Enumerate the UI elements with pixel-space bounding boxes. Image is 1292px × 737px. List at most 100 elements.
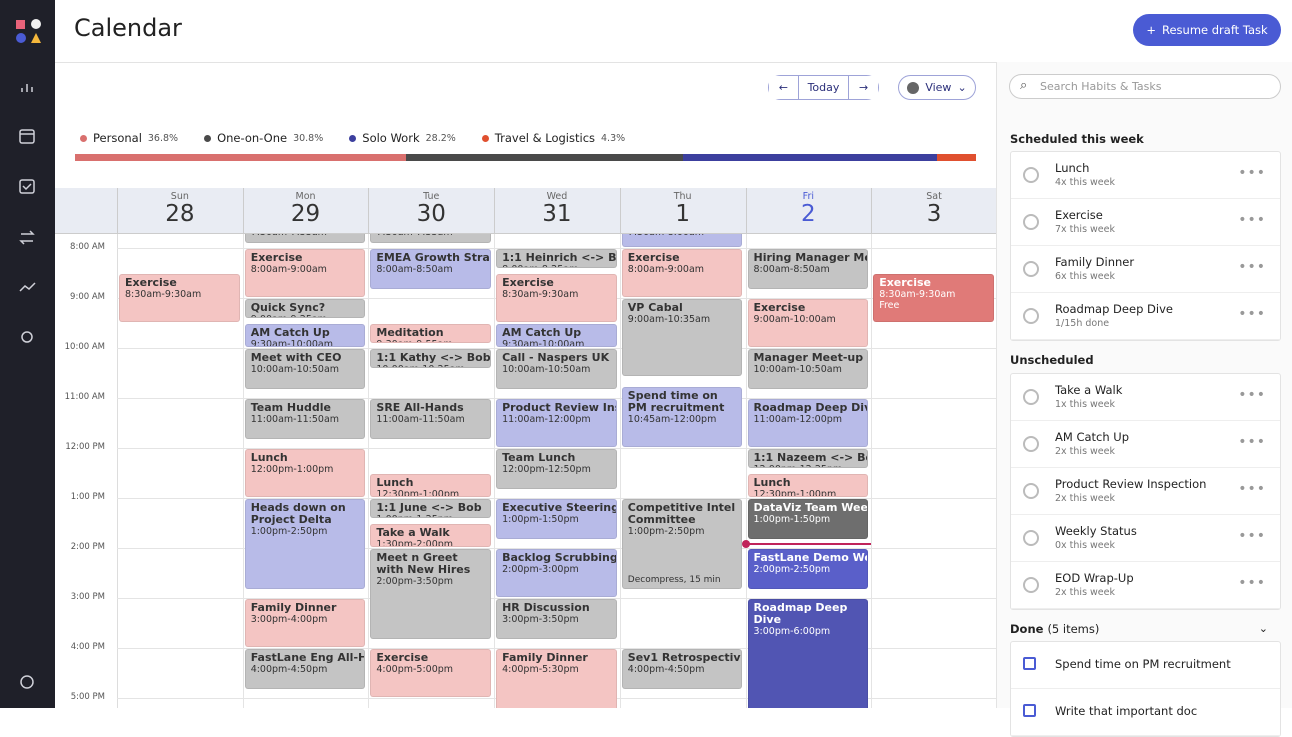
event[interactable]: Team Huddle 11:00am-11:50am bbox=[244, 399, 366, 439]
event[interactable]: VP Cabal 9:00am-10:35am bbox=[621, 299, 743, 377]
more-button[interactable]: ••• bbox=[1238, 575, 1266, 591]
event[interactable]: Sev1 Retrospective 4:00pm-4:50pm bbox=[621, 649, 743, 689]
more-button[interactable]: ••• bbox=[1238, 528, 1266, 544]
event[interactable]: Lunch 12:30pm-1:00pm bbox=[747, 474, 869, 497]
event[interactable]: Product Review Inspection11:00am-12:00pm bbox=[496, 399, 617, 447]
col-border bbox=[242, 188, 244, 234]
event-title: EMEA Growth Strategy bbox=[376, 251, 490, 264]
event[interactable]: Hiring Manager Meeting8:00am-8:50am bbox=[747, 249, 869, 289]
divider bbox=[55, 62, 996, 63]
event[interactable]: Exercise 8:30am-9:30am bbox=[119, 274, 240, 322]
task-item[interactable]: Spend time on PM recruitment bbox=[1011, 642, 1280, 689]
event[interactable]: FastLane Demo Weekly2:00pm-2:50pm bbox=[747, 549, 869, 589]
event[interactable]: 7:30am-7:55am bbox=[370, 234, 492, 243]
event[interactable]: EMEA Growth Strategy8:00am-8:50am bbox=[370, 249, 492, 289]
event[interactable]: 1:1 Nazeem <-> Bob12:00pm-12:25pm bbox=[747, 449, 869, 468]
event[interactable]: Exercise 8:00am-9:00am bbox=[244, 249, 366, 297]
col-border bbox=[242, 234, 244, 708]
more-button[interactable]: ••• bbox=[1238, 259, 1266, 275]
task-item[interactable]: Write that important doc bbox=[1011, 689, 1280, 736]
event-title: Family Dinner bbox=[250, 601, 337, 614]
more-button[interactable]: ••• bbox=[1238, 306, 1266, 322]
task-item[interactable]: Family Dinner 6x this week ••• bbox=[1011, 246, 1280, 293]
task-item[interactable]: Product Review Inspection 2x this week ••• bbox=[1011, 468, 1280, 515]
event[interactable]: Executive Steering 1:00pm-1:50pm bbox=[496, 499, 617, 539]
task-item[interactable]: Weekly Status 0x this week ••• bbox=[1011, 515, 1280, 562]
event[interactable]: Manager Meet-up 10:00am-10:50am bbox=[747, 349, 869, 389]
hour-line bbox=[117, 648, 996, 649]
event-time: 12:30pm-1:00pm bbox=[753, 489, 837, 497]
now-line bbox=[745, 543, 872, 545]
event[interactable]: DataViz Team Weekly1:00pm-1:50pm bbox=[747, 499, 869, 539]
event[interactable]: FastLane Eng All-Hands4:00pm-4:50pm bbox=[244, 649, 366, 689]
event[interactable]: Lunch 12:00pm-1:00pm bbox=[244, 449, 366, 497]
event[interactable]: Meet with CEO 10:00am-10:50am bbox=[244, 349, 366, 389]
view-button[interactable]: View ⌄ bbox=[898, 75, 976, 100]
task-name: Roadmap Deep Dive bbox=[1055, 302, 1173, 316]
task-item[interactable]: Take a Walk 1x this week ••• bbox=[1011, 374, 1280, 421]
more-button[interactable]: ••• bbox=[1238, 165, 1266, 181]
event[interactable]: Backlog Scrubbing 2:00pm-3:00pm bbox=[496, 549, 617, 597]
event[interactable]: AM Catch Up 9:30am-10:00am bbox=[244, 324, 366, 347]
event[interactable]: Roadmap Deep Dive 3:00pm-6:00pm bbox=[747, 599, 869, 708]
more-button[interactable]: ••• bbox=[1238, 481, 1266, 497]
event-title: FastLane Eng All-Hands bbox=[250, 651, 365, 664]
event[interactable]: Exercise 8:30am-9:30am Free bbox=[873, 274, 994, 322]
event[interactable]: SRE All-Hands 11:00am-11:50am bbox=[370, 399, 492, 439]
task-item[interactable]: Exercise 7x this week ••• bbox=[1011, 199, 1280, 246]
event-time: 9:30am-10:00am bbox=[250, 339, 333, 347]
legend-share: 28.2% bbox=[425, 132, 456, 144]
event[interactable]: 1:1 June <-> Bob1:00pm-1:25pm bbox=[370, 499, 492, 518]
event[interactable]: 7:30am-8:00am bbox=[621, 234, 743, 247]
task-sub: 0x this week bbox=[1055, 540, 1116, 551]
event[interactable]: Spend time on PM recruitment 10:45am-12:0… bbox=[621, 386, 743, 447]
more-button[interactable]: ••• bbox=[1238, 212, 1266, 228]
event[interactable]: Quick Sync?9:00am-9:25am bbox=[244, 299, 366, 318]
task-item[interactable]: Roadmap Deep Dive 1/15h done ••• bbox=[1011, 293, 1280, 340]
resume-draft-button[interactable]: + Resume draft Task bbox=[1133, 14, 1281, 46]
event[interactable]: Exercise 4:00pm-5:00pm bbox=[370, 649, 492, 697]
event[interactable]: 1:1 Heinrich <-> Bob8:00am-8:25am bbox=[496, 249, 617, 268]
event-title: Competitive Intel Committee bbox=[627, 501, 736, 526]
event-time: 1:00pm-1:50pm bbox=[502, 514, 579, 525]
event[interactable]: Exercise 8:00am-9:00am bbox=[621, 249, 743, 297]
task-item[interactable]: AM Catch Up 2x this week ••• bbox=[1011, 421, 1280, 468]
prev-button[interactable]: ← bbox=[769, 76, 799, 99]
event[interactable]: Lunch 12:30pm-1:00pm bbox=[370, 474, 492, 497]
event[interactable]: Competitive Intel Committee 1:00pm-2:50pm… bbox=[621, 499, 743, 589]
day-name: Wed bbox=[546, 191, 568, 202]
collapse-icon[interactable]: ⌄ bbox=[1258, 622, 1268, 635]
task-item[interactable]: EOD Wrap-Up 2x this week ••• bbox=[1011, 562, 1280, 609]
event[interactable]: 7:30am-7:55am bbox=[244, 234, 366, 243]
view-label: View bbox=[925, 81, 952, 94]
event[interactable]: Roadmap Deep Dive 11:00am-12:00pm bbox=[747, 399, 869, 447]
event[interactable]: Take a Walk 1:30pm-2:00pm bbox=[370, 524, 492, 547]
event-title: Team Lunch bbox=[502, 451, 576, 464]
more-button[interactable]: ••• bbox=[1238, 434, 1266, 450]
event[interactable]: Family Dinner 4:00pm-5:30pm bbox=[496, 649, 617, 708]
next-button[interactable]: → bbox=[848, 76, 878, 99]
legend-dot bbox=[80, 134, 87, 142]
event-title: DataViz Team Weekly bbox=[753, 501, 868, 514]
event[interactable]: Family Dinner 3:00pm-4:00pm bbox=[244, 599, 366, 647]
event[interactable]: 1:1 Kathy <-> Bob10:00am-10:25am bbox=[370, 349, 492, 368]
today-button[interactable]: Today bbox=[798, 76, 849, 99]
event[interactable]: Exercise 9:00am-10:00am bbox=[747, 299, 869, 347]
search-box[interactable]: ⌕ Search Habits & Tasks bbox=[1009, 74, 1281, 99]
event[interactable]: Call - Naspers UK 10:00am-10:50am bbox=[496, 349, 617, 389]
event[interactable]: AM Catch Up 9:30am-10:00am bbox=[496, 324, 617, 347]
event[interactable]: Exercise 8:30am-9:30am bbox=[496, 274, 617, 322]
more-button[interactable]: ••• bbox=[1238, 387, 1266, 403]
event[interactable]: Meet n Greet with New Hires 2:00pm-3:50pm bbox=[370, 549, 492, 639]
col-border bbox=[745, 234, 747, 708]
event-title: FastLane Demo Weekly bbox=[753, 551, 868, 564]
share-bar bbox=[937, 154, 976, 161]
event[interactable]: Team Lunch 12:00pm-12:50pm bbox=[496, 449, 617, 489]
event[interactable]: Heads down on Project Delta 1:00pm-2:50pm bbox=[244, 499, 366, 589]
task-item[interactable]: Lunch 4x this week ••• bbox=[1011, 152, 1280, 199]
event[interactable]: Meditation9:30am-9:55am bbox=[370, 324, 492, 343]
event-time: 3:00pm-4:00pm bbox=[250, 614, 328, 625]
event-title: Roadmap Deep Dive bbox=[753, 401, 869, 414]
event-time: 4:00pm-4:50pm bbox=[627, 664, 705, 675]
event[interactable]: HR Discussion 3:00pm-3:50pm bbox=[496, 599, 617, 639]
